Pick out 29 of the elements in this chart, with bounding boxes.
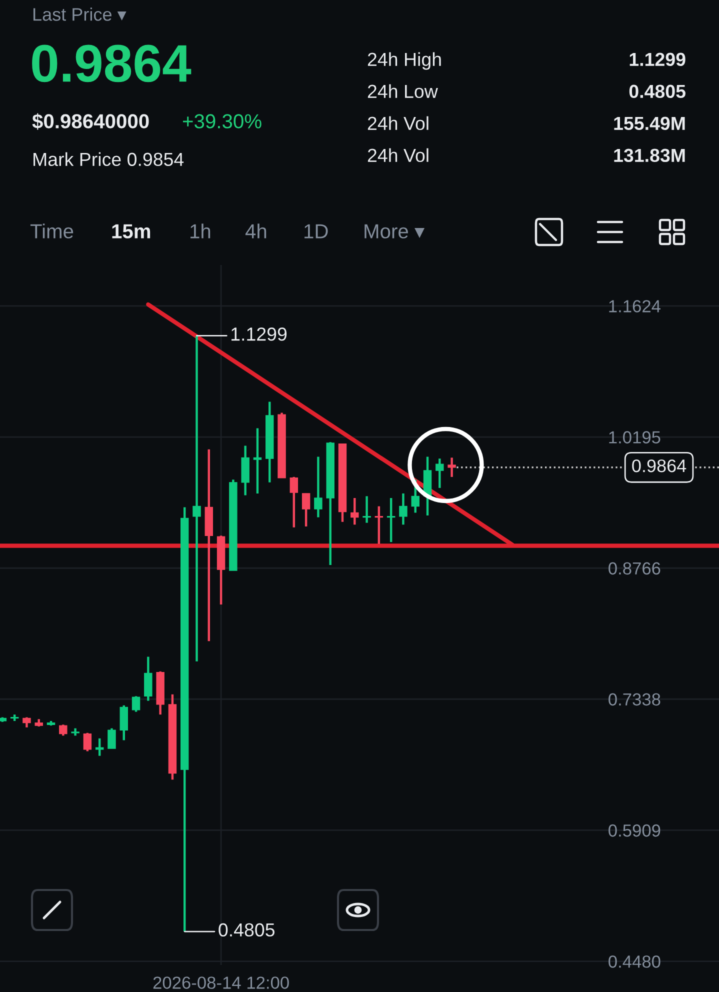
text: 4h — [245, 224, 266, 238]
annotation: 0.4805 — [218, 923, 275, 937]
text: $0.98640000 — [32, 113, 149, 130]
text: 0.9864 — [32, 44, 192, 82]
text: 15m — [112, 224, 150, 238]
text: Last Price ▾ — [33, 8, 126, 21]
y-tick-label: 0.5909 — [608, 824, 660, 837]
text: 0.4805 — [629, 84, 686, 98]
ref-line-label: 0.9864 — [632, 459, 686, 472]
text: More ▾ — [364, 224, 425, 238]
x-tick-label: 2026-08-14 12:00 — [153, 976, 289, 989]
y-tick-label: 0.4480 — [608, 956, 660, 968]
text: Time — [30, 224, 74, 238]
y-tick-label: 0.8766 — [608, 562, 660, 575]
text: 24h High — [368, 52, 441, 70]
text: Mark Price 0.9854 — [34, 152, 184, 166]
text: 155.49M — [614, 116, 685, 130]
text: 131.83M — [614, 148, 685, 162]
annotation: 1.1299 — [232, 327, 287, 341]
y-tick-label: 1.0195 — [609, 431, 660, 444]
y-tick-label: 0.7338 — [608, 693, 660, 706]
text: 24h Low — [368, 84, 438, 98]
text: 24h Vol — [368, 116, 428, 130]
text: +39.30% — [182, 114, 262, 128]
text: 1D — [304, 224, 328, 238]
y-tick-label: 1.1624 — [609, 300, 660, 312]
text: 24h Vol — [368, 148, 428, 162]
text: 1.1299 — [630, 52, 686, 66]
text: 1h — [190, 224, 210, 238]
